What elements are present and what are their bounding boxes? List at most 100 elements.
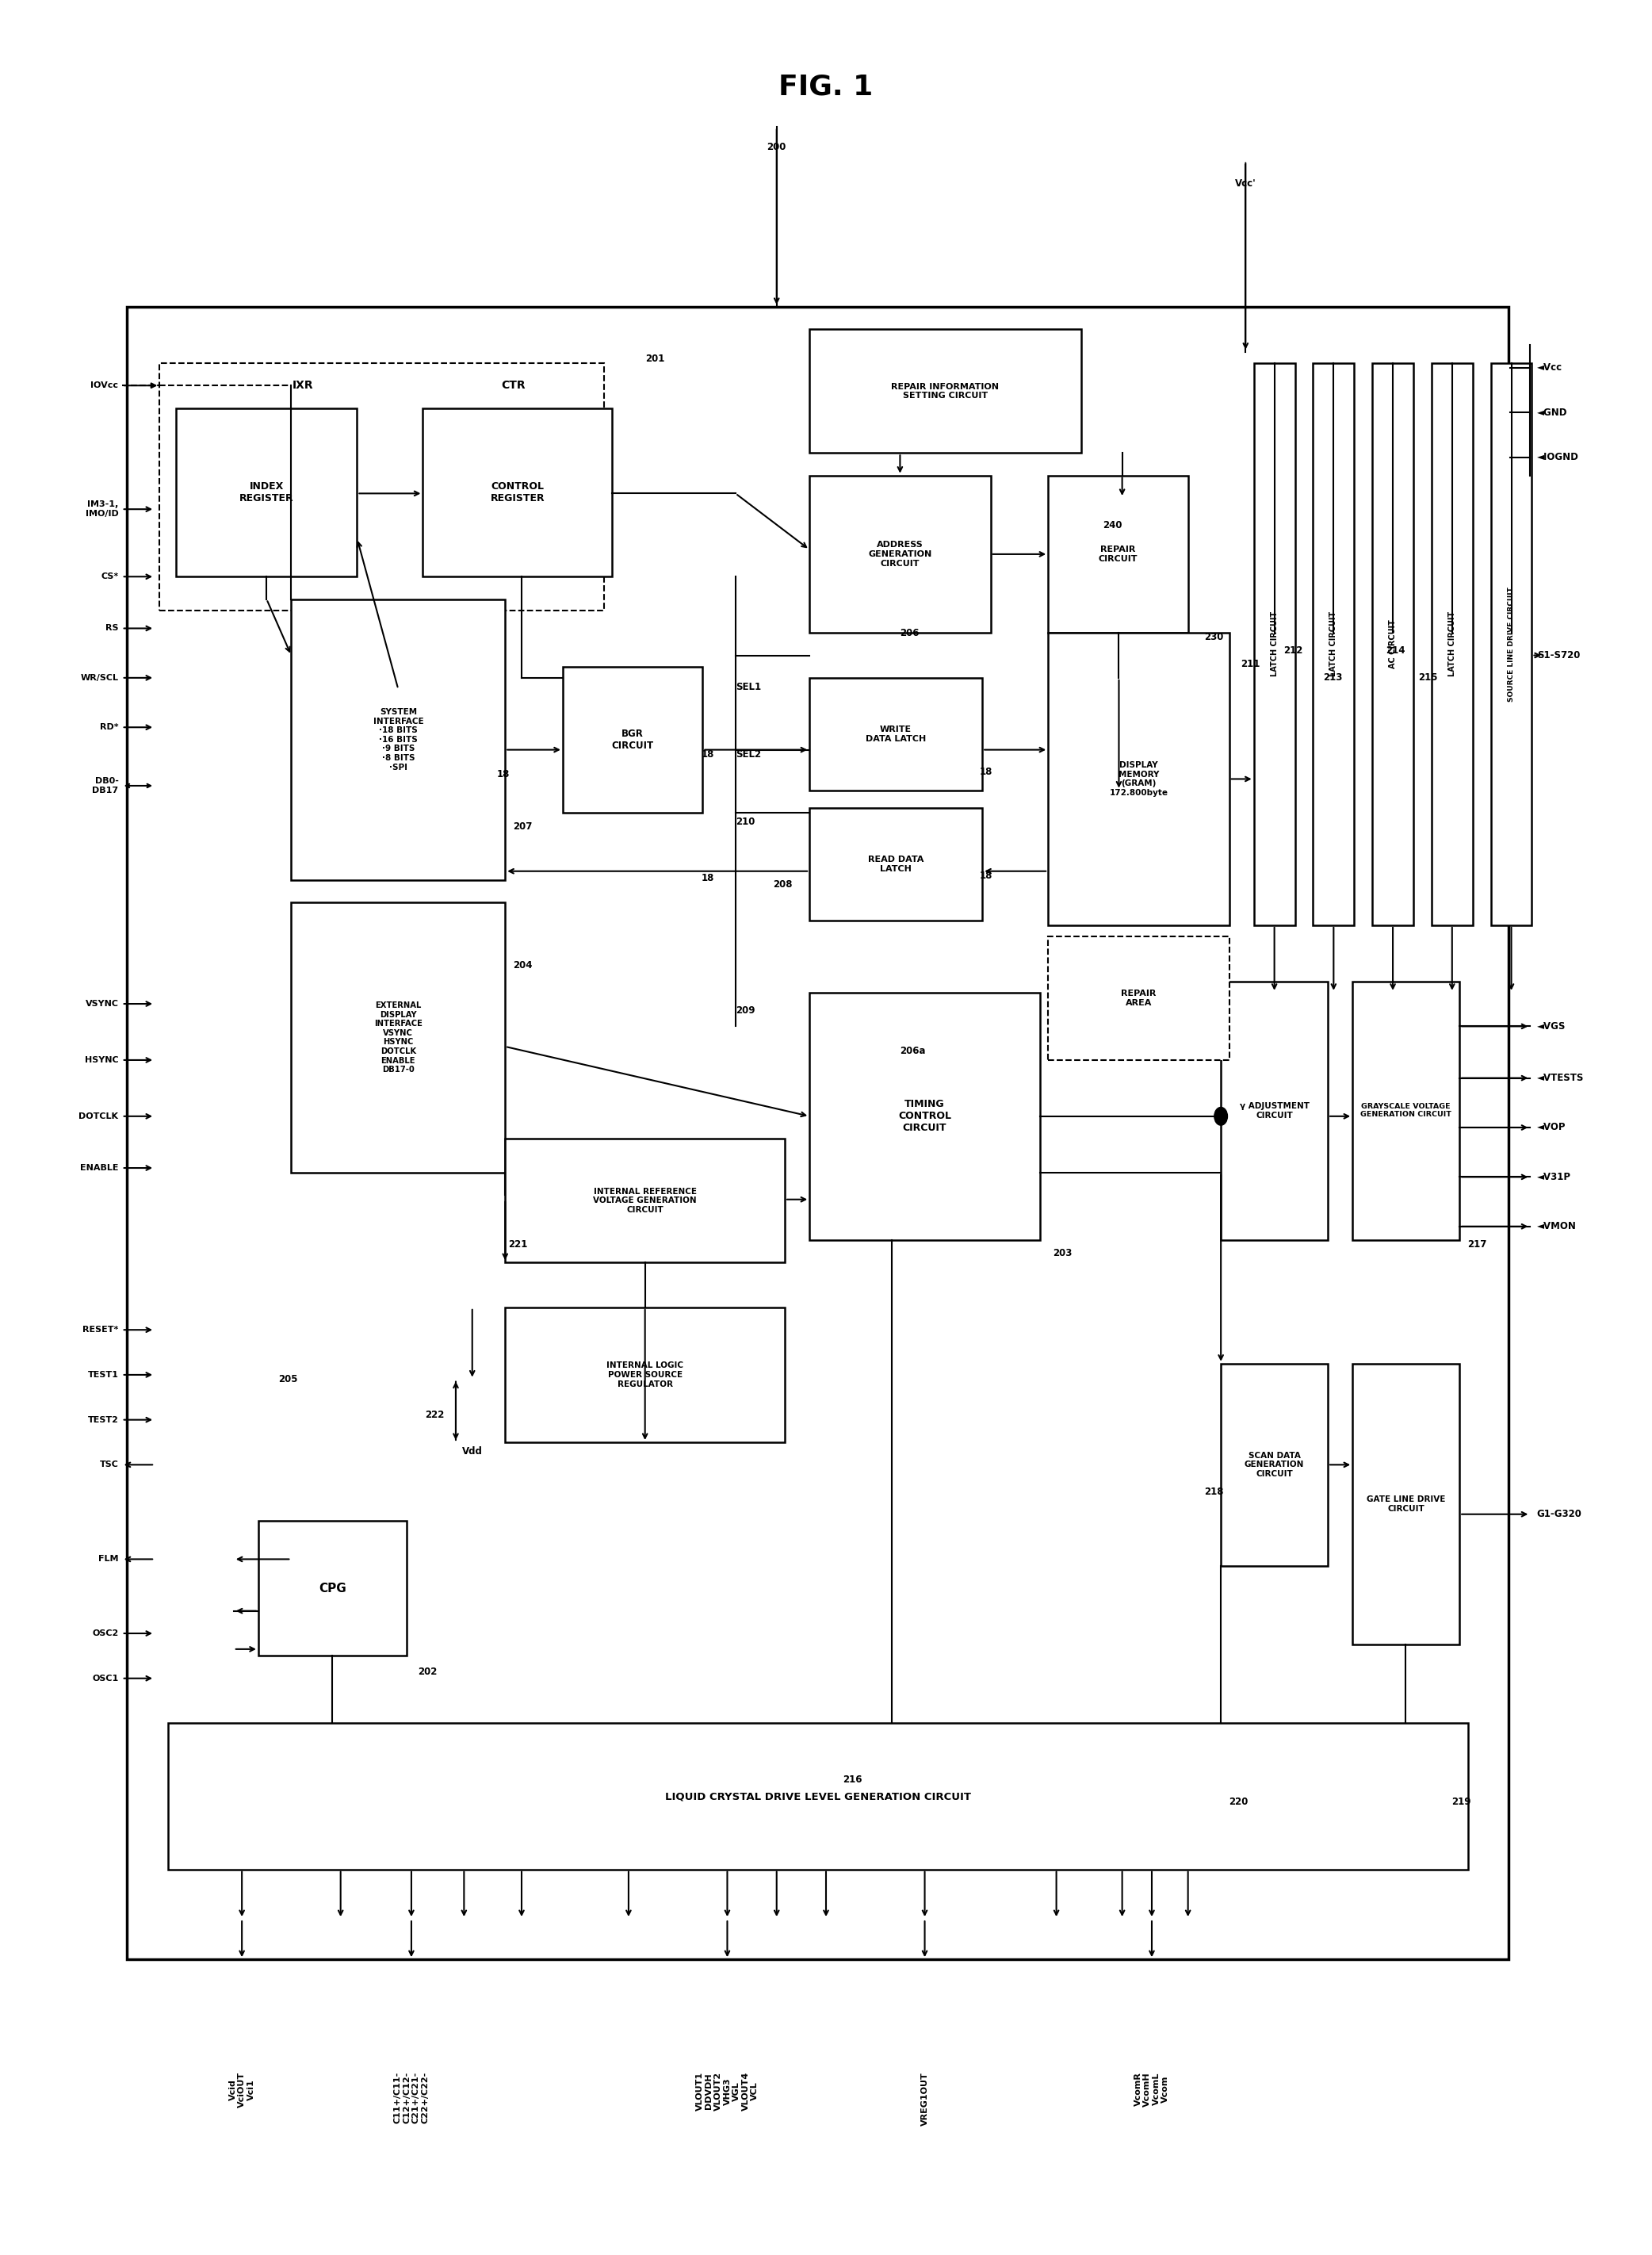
Text: TEST1: TEST1: [88, 1371, 119, 1378]
Text: 214: 214: [1386, 645, 1404, 656]
Bar: [177, 408, 357, 577]
Text: ◄VOP: ◄VOP: [1536, 1123, 1566, 1132]
Bar: [1313, 363, 1355, 925]
Text: 18: 18: [980, 767, 993, 778]
Text: ◄IOGND: ◄IOGND: [1536, 453, 1579, 462]
Bar: [169, 1723, 1467, 1869]
Text: IOVcc: IOVcc: [91, 381, 119, 390]
Text: SCAN DATA
GENERATION
CIRCUIT: SCAN DATA GENERATION CIRCUIT: [1244, 1452, 1303, 1477]
Text: WRITE
DATA LATCH: WRITE DATA LATCH: [866, 726, 927, 742]
Text: 240: 240: [1102, 519, 1122, 530]
Text: 203: 203: [1052, 1249, 1072, 1258]
Text: 219: 219: [1450, 1797, 1470, 1806]
Bar: [1047, 476, 1188, 634]
Text: AC CIRCUIT: AC CIRCUIT: [1389, 620, 1398, 667]
Text: Vcc': Vcc': [1236, 178, 1256, 189]
Text: 208: 208: [773, 879, 793, 891]
Bar: [809, 476, 991, 634]
Text: REPAIR INFORMATION
SETTING CIRCUIT: REPAIR INFORMATION SETTING CIRCUIT: [892, 383, 999, 399]
Text: Vdd: Vdd: [463, 1445, 482, 1457]
Bar: [1047, 936, 1229, 1060]
Text: TSC: TSC: [99, 1461, 119, 1468]
Bar: [809, 992, 1039, 1240]
Bar: [1373, 363, 1414, 925]
Bar: [160, 363, 605, 611]
Text: RS: RS: [106, 625, 119, 631]
Text: FLM: FLM: [97, 1556, 119, 1563]
Text: 230: 230: [1204, 631, 1224, 643]
Text: 210: 210: [735, 816, 755, 828]
Text: ADDRESS
GENERATION
CIRCUIT: ADDRESS GENERATION CIRCUIT: [869, 541, 932, 568]
Text: ENABLE: ENABLE: [79, 1164, 119, 1173]
Text: 202: 202: [418, 1666, 438, 1678]
Bar: [809, 807, 983, 920]
Bar: [809, 679, 983, 789]
Text: IXR: IXR: [292, 381, 314, 390]
Text: ◄VTESTS: ◄VTESTS: [1536, 1073, 1584, 1082]
Text: TEST2: TEST2: [88, 1416, 119, 1423]
Text: CPG: CPG: [319, 1583, 347, 1594]
Text: IM3-1,
IMO/ID: IM3-1, IMO/ID: [86, 501, 119, 519]
Text: 201: 201: [644, 354, 664, 363]
Text: 211: 211: [1241, 658, 1260, 670]
Text: SEL2: SEL2: [735, 749, 762, 760]
Bar: [423, 408, 613, 577]
Bar: [1490, 363, 1531, 925]
Text: 222: 222: [425, 1409, 444, 1421]
Text: READ DATA
LATCH: READ DATA LATCH: [867, 857, 923, 873]
Bar: [291, 902, 506, 1173]
Text: γ ADJUSTMENT
CIRCUIT: γ ADJUSTMENT CIRCUIT: [1239, 1103, 1310, 1118]
Text: 18: 18: [700, 749, 714, 760]
Text: ◄VGS: ◄VGS: [1536, 1022, 1566, 1031]
Text: 18: 18: [700, 873, 714, 884]
Text: CONTROL
REGISTER: CONTROL REGISTER: [491, 480, 545, 503]
Text: DISPLAY
MEMORY
(GRAM)
172.800byte: DISPLAY MEMORY (GRAM) 172.800byte: [1108, 762, 1168, 796]
Text: LATCH CIRCUIT: LATCH CIRCUIT: [1449, 611, 1455, 676]
Bar: [127, 307, 1508, 1960]
Text: DB0-
DB17: DB0- DB17: [93, 778, 119, 794]
Text: EXTERNAL
DISPLAY
INTERFACE
VSYNC
HSYNC
DOTCLK
ENABLE
DB17-0: EXTERNAL DISPLAY INTERFACE VSYNC HSYNC D…: [373, 1001, 423, 1073]
Text: VcomR
VcomH
VcomL
Vcom: VcomR VcomH VcomL Vcom: [1133, 2072, 1170, 2106]
Text: 215: 215: [1419, 672, 1437, 683]
Text: HSYNC: HSYNC: [84, 1055, 119, 1064]
Text: SEL1: SEL1: [735, 681, 762, 692]
Text: RD*: RD*: [99, 724, 119, 731]
Bar: [1353, 1364, 1459, 1644]
Text: INTERNAL REFERENCE
VOLTAGE GENERATION
CIRCUIT: INTERNAL REFERENCE VOLTAGE GENERATION CI…: [593, 1188, 697, 1213]
Text: VLOUT1
DDVDH
VLOUT2
VHG3
VGL
VLOUT4
VCL: VLOUT1 DDVDH VLOUT2 VHG3 VGL VLOUT4 VCL: [695, 2072, 758, 2111]
Text: LIQUID CRYSTAL DRIVE LEVEL GENERATION CIRCUIT: LIQUID CRYSTAL DRIVE LEVEL GENERATION CI…: [664, 1790, 971, 1802]
Text: Vcid
VciOUT
Vci1: Vcid VciOUT Vci1: [228, 2072, 254, 2108]
Text: 217: 217: [1467, 1240, 1487, 1249]
Text: 221: 221: [509, 1240, 527, 1249]
Text: BGR
CIRCUIT: BGR CIRCUIT: [611, 728, 654, 751]
Bar: [563, 667, 702, 812]
Text: CTR: CTR: [501, 381, 525, 390]
Text: REPAIR
AREA: REPAIR AREA: [1122, 990, 1156, 1006]
Text: 216: 216: [843, 1775, 862, 1784]
Text: 213: 213: [1323, 672, 1341, 683]
Bar: [291, 600, 506, 879]
Bar: [258, 1520, 406, 1655]
Text: INTERNAL LOGIC
POWER SOURCE
REGULATOR: INTERNAL LOGIC POWER SOURCE REGULATOR: [606, 1362, 684, 1389]
Text: 204: 204: [514, 961, 534, 970]
Text: REPAIR
CIRCUIT: REPAIR CIRCUIT: [1099, 546, 1138, 564]
Text: LATCH CIRCUIT: LATCH CIRCUIT: [1330, 611, 1338, 676]
Text: ◄Vcc: ◄Vcc: [1536, 363, 1563, 372]
Text: 220: 220: [1229, 1797, 1249, 1806]
Text: RESET*: RESET*: [83, 1326, 119, 1333]
Text: SYSTEM
INTERFACE
·18 BITS
·16 BITS
·9 BITS
·8 BITS
·SPI: SYSTEM INTERFACE ·18 BITS ·16 BITS ·9 BI…: [373, 708, 423, 771]
Text: G1-G320: G1-G320: [1536, 1509, 1583, 1520]
Text: INDEX
REGISTER: INDEX REGISTER: [240, 480, 294, 503]
Text: OSC1: OSC1: [93, 1675, 119, 1682]
Bar: [809, 329, 1080, 453]
Text: OSC2: OSC2: [93, 1630, 119, 1637]
Text: VSYNC: VSYNC: [86, 999, 119, 1008]
Bar: [1254, 363, 1295, 925]
Text: 218: 218: [1204, 1486, 1224, 1497]
Bar: [1353, 981, 1459, 1240]
Text: VREG1OUT: VREG1OUT: [920, 2072, 928, 2126]
Text: TIMING
CONTROL
CIRCUIT: TIMING CONTROL CIRCUIT: [899, 1098, 952, 1134]
Bar: [1047, 634, 1229, 925]
Text: FIG. 1: FIG. 1: [778, 72, 874, 99]
Bar: [1221, 981, 1328, 1240]
